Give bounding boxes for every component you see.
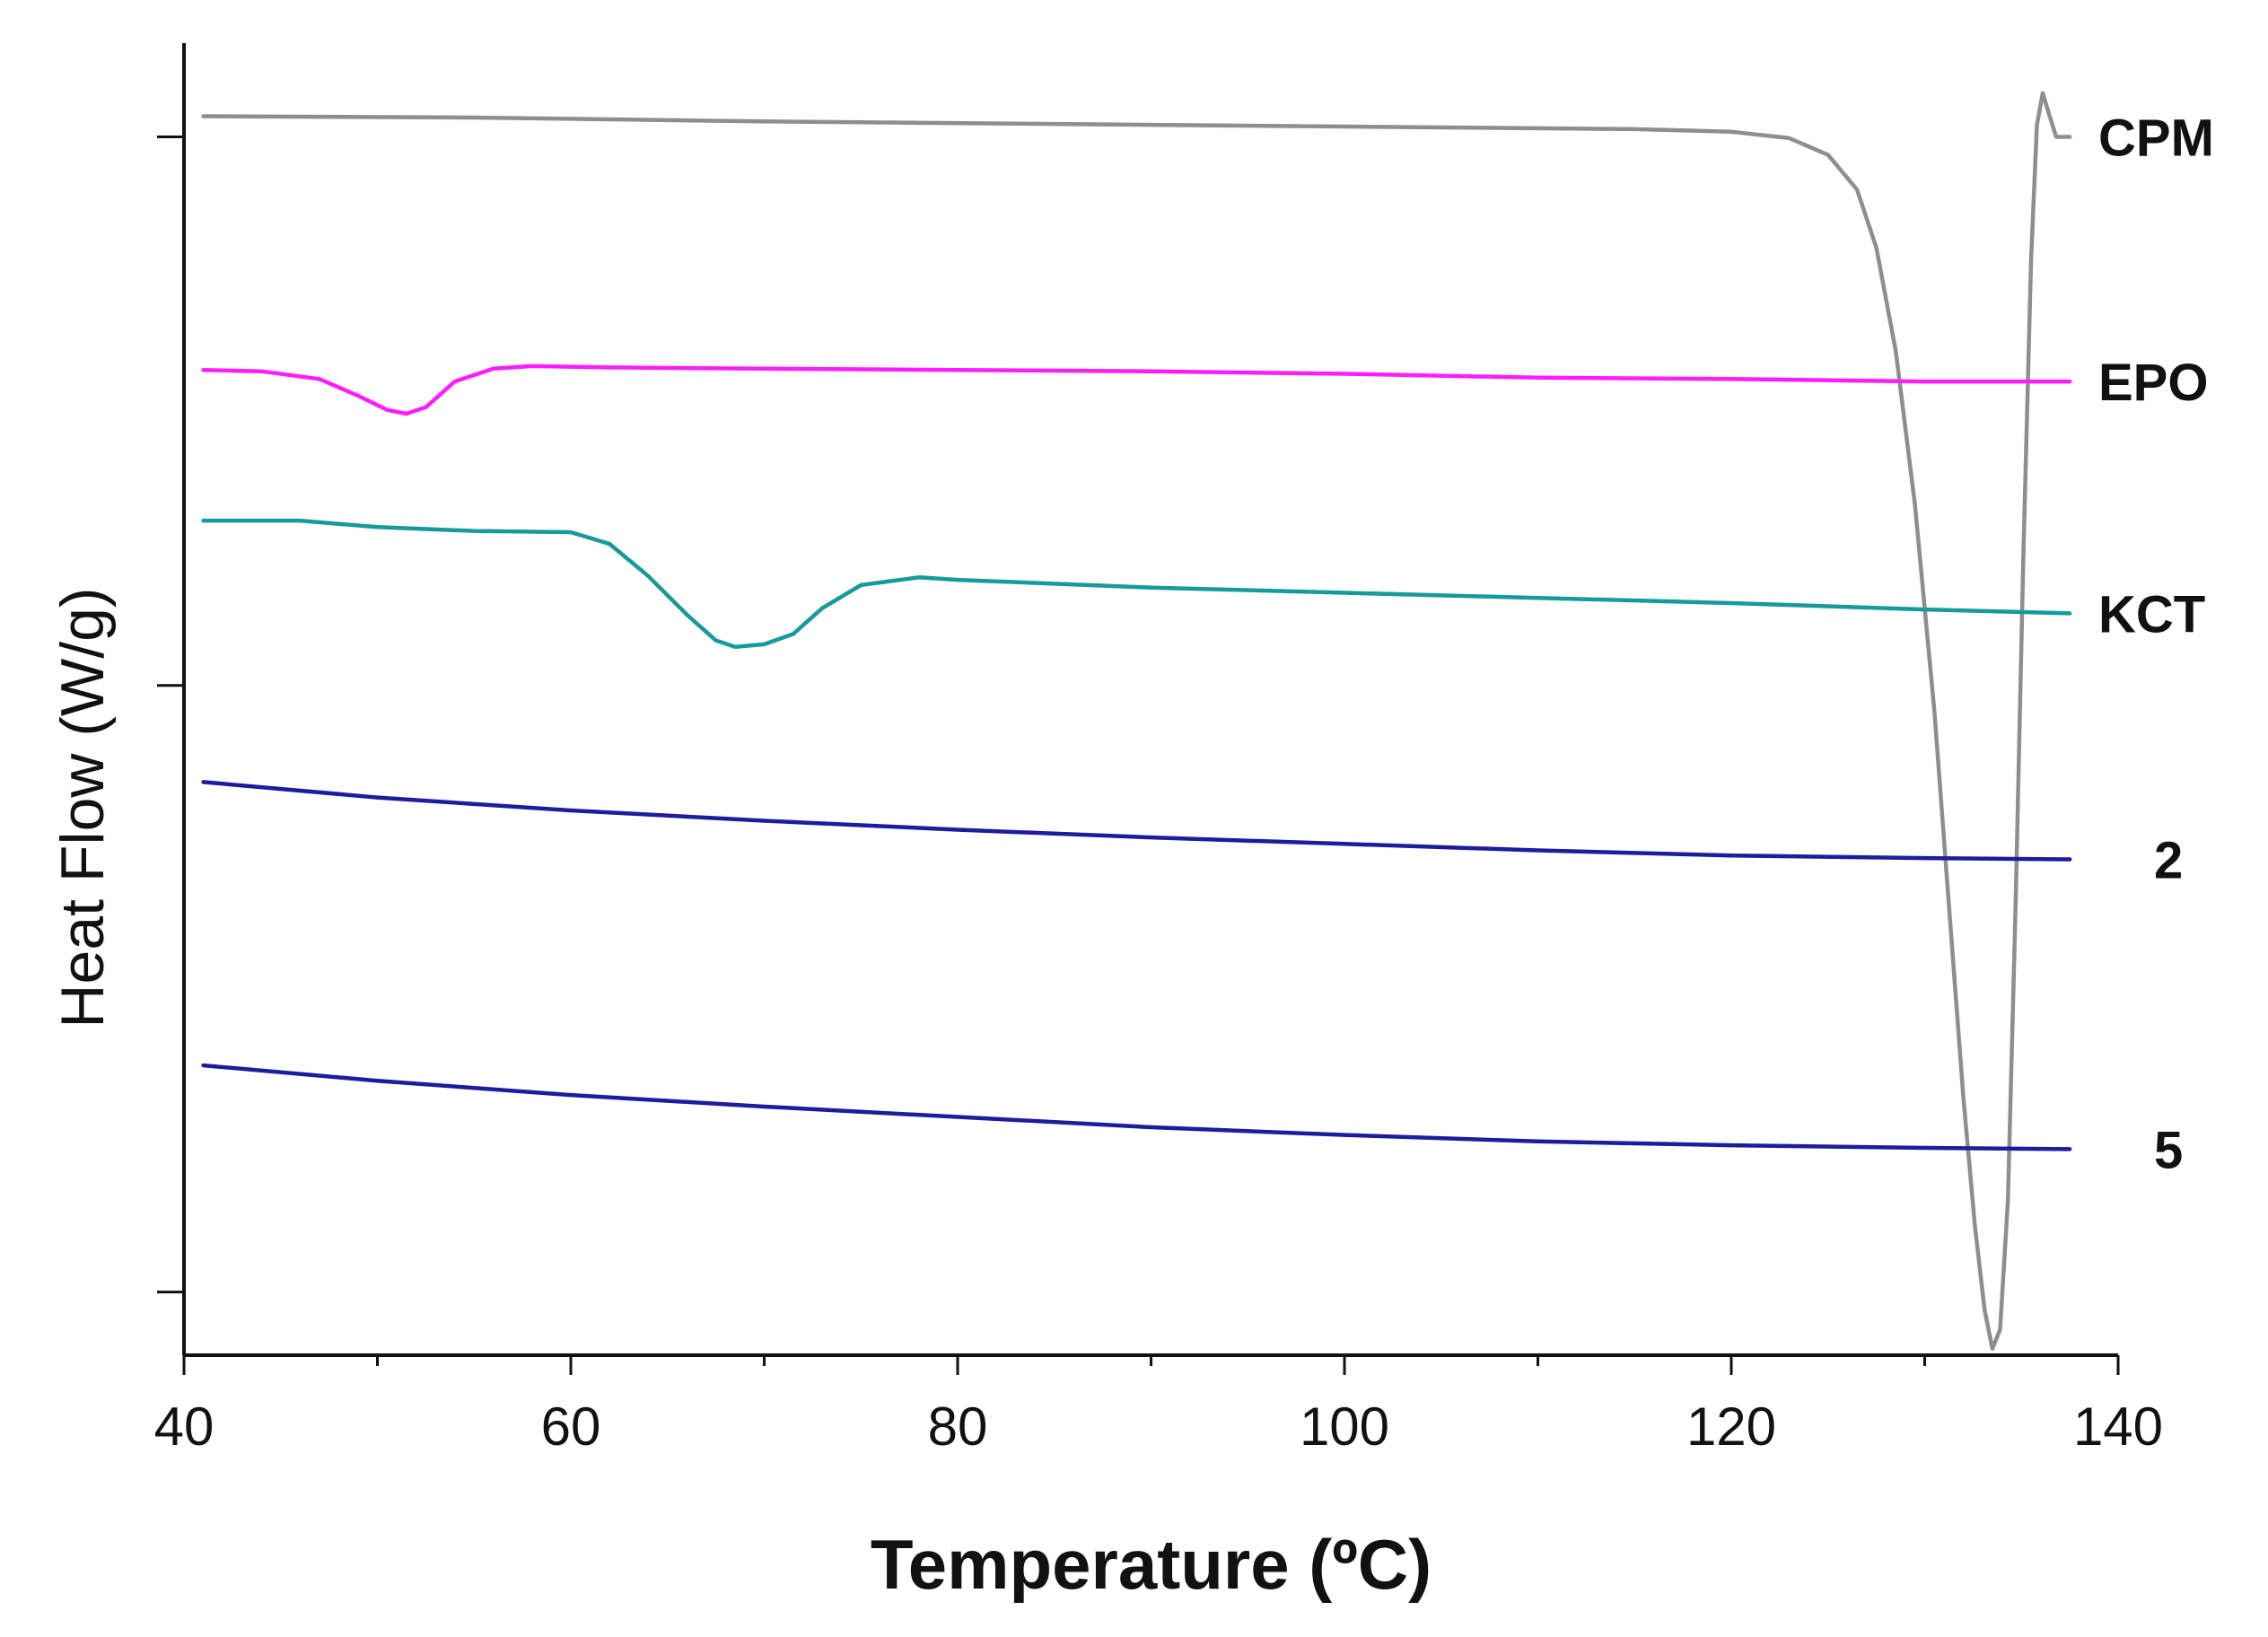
- x-tick-label: 60: [541, 1396, 601, 1457]
- x-tick-label: 120: [1686, 1396, 1776, 1457]
- series-cpm-line: [201, 91, 2072, 1352]
- series-label-epo: EPO: [2098, 354, 2209, 412]
- x-tick-label: 100: [1300, 1396, 1389, 1457]
- series-label-2: 2: [2154, 832, 2183, 890]
- x-tick-label: 140: [2073, 1396, 2163, 1457]
- series-label-cpm: CPM: [2098, 109, 2214, 167]
- series-label-kct: KCT: [2098, 585, 2205, 643]
- x-axis-label: Temperature (ºC): [871, 1525, 1432, 1604]
- series-5-line: [201, 1063, 2072, 1151]
- series-label-5: 5: [2154, 1121, 2183, 1179]
- series-2-line: [201, 780, 2072, 862]
- series-kct-line: [201, 518, 2072, 649]
- axes: [157, 43, 2120, 1375]
- y-axis-label: Heat Flow (W/g): [48, 587, 117, 1028]
- curves: [201, 91, 2072, 1352]
- series-epo-line: [201, 363, 2072, 416]
- labels: Temperature (ºC) Heat Flow (W/g) 40 60 80 1…: [48, 109, 2214, 1604]
- x-tick-label: 40: [154, 1396, 215, 1457]
- x-tick-label: 80: [928, 1396, 988, 1457]
